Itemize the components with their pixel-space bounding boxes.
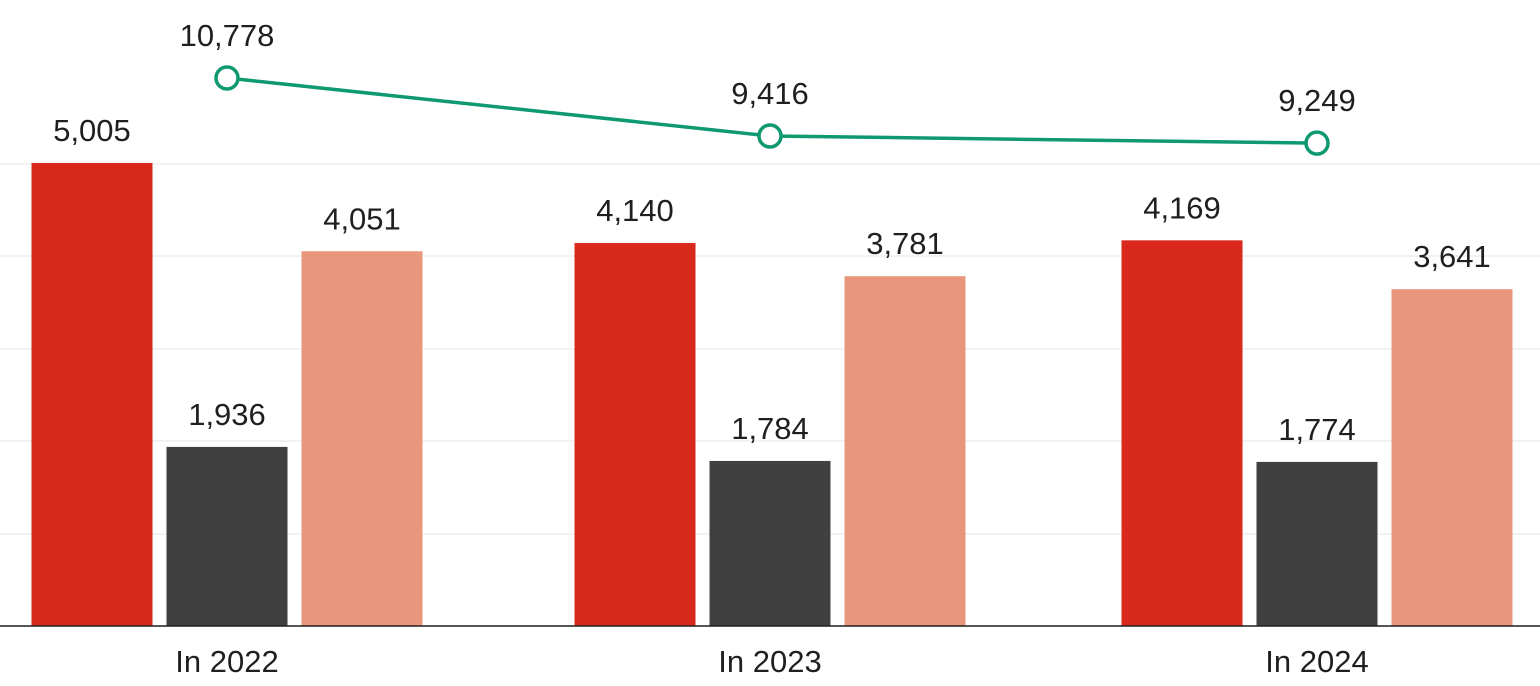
x-tick-label: In 2023	[718, 644, 821, 679]
bar-value-label: 4,051	[323, 201, 401, 236]
bar-series-3-1	[301, 251, 423, 627]
bar-value-label: 5,005	[53, 113, 131, 148]
bar-series-2-3	[1256, 461, 1378, 626]
bar-value-label: 1,936	[188, 397, 266, 432]
bar-value-label: 3,641	[1413, 239, 1491, 274]
line-layer	[214, 65, 1330, 156]
bar-series-2-1	[166, 446, 288, 626]
bar-value-label: 4,169	[1143, 190, 1221, 225]
axis-layer: In 2022 In 2023 In 2024	[0, 625, 1540, 679]
bar-series-1-3	[1121, 240, 1243, 627]
line-value-label: 9,249	[1278, 83, 1356, 118]
line-point-marker	[1304, 130, 1330, 156]
bar-series-2-2	[709, 460, 831, 626]
bar-series-1-1	[31, 163, 153, 626]
bar-value-label: 3,781	[866, 226, 944, 261]
x-tick-label: In 2022	[175, 644, 278, 679]
bar-value-label: 1,774	[1278, 412, 1356, 447]
bar-value-label: 4,140	[596, 193, 674, 228]
x-tick-label: In 2024	[1265, 644, 1368, 679]
line-point-marker	[757, 123, 783, 149]
line-value-label: 10,778	[180, 18, 275, 53]
line-value-label: 9,416	[731, 76, 809, 111]
line-point-marker	[214, 65, 240, 91]
bar-layer	[31, 163, 1513, 627]
bar-value-label: 1,784	[731, 411, 809, 446]
label-layer: 5,005 4,140 4,169 1,936 1,784 1,774 4,051 3,781…	[53, 18, 1491, 447]
bar-series-1-2	[574, 243, 696, 626]
bar-series-3-3	[1391, 289, 1513, 626]
bar-series-3-2	[844, 276, 966, 626]
